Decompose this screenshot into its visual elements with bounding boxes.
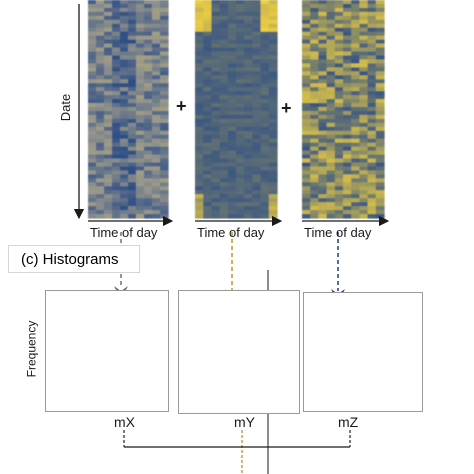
time-of-day-label-z: Time of day [304,225,372,240]
histogram-frame-my [178,290,300,414]
time-of-day-label-y: Time of day [197,225,265,240]
variable-label-mz: mZ [338,414,359,430]
histogram-frame-mz [303,292,423,412]
plus-sign-2: + [281,98,292,118]
heatmap-x [88,0,169,219]
heatmap-z [302,0,385,219]
section-histograms-label: (c) Histograms [8,245,140,273]
time-of-day-label-x: Time of day [90,225,158,240]
variable-label-mx: mX [114,414,135,430]
heatmap-y [195,0,278,219]
histogram-frame-mx [45,290,169,412]
plus-sign-1: + [176,96,187,116]
date-axis-label: Date [58,93,74,122]
variable-label-my: mY [234,414,255,430]
frequency-axis-label: Frequency [24,320,39,378]
